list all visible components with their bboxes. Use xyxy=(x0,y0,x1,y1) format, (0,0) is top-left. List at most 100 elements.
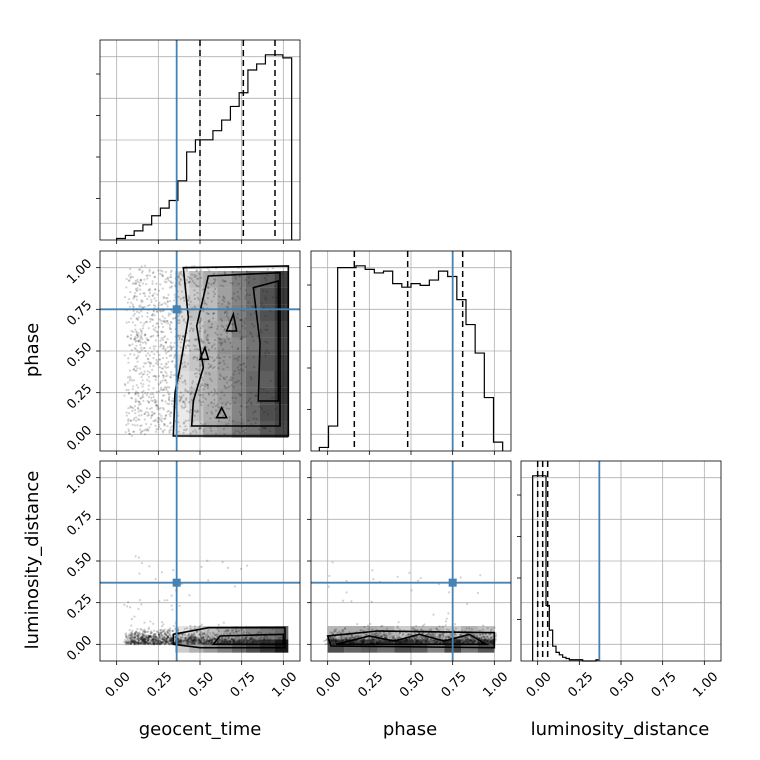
sample-point xyxy=(125,640,128,643)
sample-point xyxy=(239,382,243,385)
sample-point xyxy=(152,638,156,641)
sample-point xyxy=(137,332,140,335)
sample-point xyxy=(224,630,228,633)
sample-point xyxy=(173,354,176,357)
sample-point xyxy=(162,641,165,644)
sample-point xyxy=(133,636,136,639)
sample-point xyxy=(396,625,399,628)
sample-point xyxy=(190,638,193,642)
sample-point xyxy=(141,638,145,641)
sample-point xyxy=(170,275,173,279)
sample-point xyxy=(127,636,130,639)
sample-point xyxy=(161,638,164,641)
sample-point xyxy=(171,608,174,611)
sample-point xyxy=(168,323,172,326)
sample-point xyxy=(135,636,138,639)
sample-point xyxy=(185,640,188,643)
sample-point xyxy=(332,630,336,634)
sample-point xyxy=(229,281,232,285)
sample-point xyxy=(163,637,166,640)
sample-point xyxy=(340,635,343,639)
sample-point xyxy=(177,637,180,641)
sample-point xyxy=(184,642,187,645)
sample-point xyxy=(434,640,437,643)
sample-point xyxy=(201,341,205,344)
sample-point xyxy=(134,348,137,351)
sample-point xyxy=(128,634,131,638)
sample-point xyxy=(197,637,200,641)
sample-point xyxy=(132,636,135,639)
sample-point xyxy=(177,430,180,433)
sample-point xyxy=(164,341,167,344)
sample-point xyxy=(162,345,165,348)
sample-point xyxy=(152,387,155,390)
sample-point xyxy=(209,641,212,644)
sample-point xyxy=(221,402,224,405)
sample-point xyxy=(179,639,183,642)
y-tick-label: 1.00 xyxy=(64,466,95,497)
sample-point xyxy=(486,635,489,639)
sample-point xyxy=(139,642,142,645)
sample-point xyxy=(153,642,156,645)
sample-point xyxy=(198,625,201,629)
sample-point xyxy=(441,632,444,635)
sample-point xyxy=(364,633,368,636)
sample-point xyxy=(168,276,172,279)
sample-point xyxy=(199,319,202,322)
sample-point xyxy=(127,392,130,395)
sample-point xyxy=(156,641,160,644)
sample-point xyxy=(159,310,162,313)
sample-point xyxy=(163,642,167,645)
sample-point xyxy=(244,637,247,640)
sample-point xyxy=(431,640,435,643)
sample-point xyxy=(159,406,162,410)
sample-point xyxy=(169,638,173,641)
density-cell xyxy=(203,321,218,338)
sample-point xyxy=(144,428,147,431)
sample-point xyxy=(178,336,181,339)
histogram-step xyxy=(116,54,293,240)
sample-point xyxy=(124,642,128,645)
density-cell xyxy=(203,304,218,321)
sample-point xyxy=(173,284,177,287)
sample-point xyxy=(133,337,136,340)
sample-point xyxy=(223,311,227,315)
sample-point xyxy=(192,642,195,645)
sample-point xyxy=(183,636,187,640)
sample-point xyxy=(146,338,149,342)
sample-point xyxy=(134,640,137,644)
sample-point xyxy=(156,643,159,646)
sample-point xyxy=(344,636,347,639)
sample-point xyxy=(202,643,205,646)
sample-point xyxy=(207,635,210,638)
sample-point xyxy=(138,401,141,404)
sample-point xyxy=(199,269,203,272)
sample-point xyxy=(224,404,227,407)
sample-point xyxy=(139,409,142,412)
sample-point xyxy=(149,634,152,638)
sample-point xyxy=(140,299,143,302)
sample-point xyxy=(126,376,130,379)
sample-point xyxy=(161,637,164,640)
sample-point xyxy=(223,384,226,388)
sample-point xyxy=(168,639,171,643)
sample-point xyxy=(144,640,147,644)
sample-point xyxy=(136,641,139,644)
sample-point xyxy=(193,414,196,417)
sample-point xyxy=(127,274,131,277)
sample-point xyxy=(198,633,202,636)
sample-point xyxy=(149,393,152,396)
sample-point xyxy=(135,641,139,644)
density-cell xyxy=(274,354,289,371)
sample-point xyxy=(145,639,148,642)
sample-point xyxy=(193,638,196,641)
sample-point xyxy=(228,385,231,388)
density-cell xyxy=(189,404,204,421)
sample-point xyxy=(153,642,156,645)
sample-point xyxy=(165,356,168,360)
sample-point xyxy=(200,565,203,569)
sample-point xyxy=(135,333,139,336)
sample-point xyxy=(132,633,135,636)
sample-point xyxy=(394,631,398,635)
sample-point xyxy=(234,299,238,302)
